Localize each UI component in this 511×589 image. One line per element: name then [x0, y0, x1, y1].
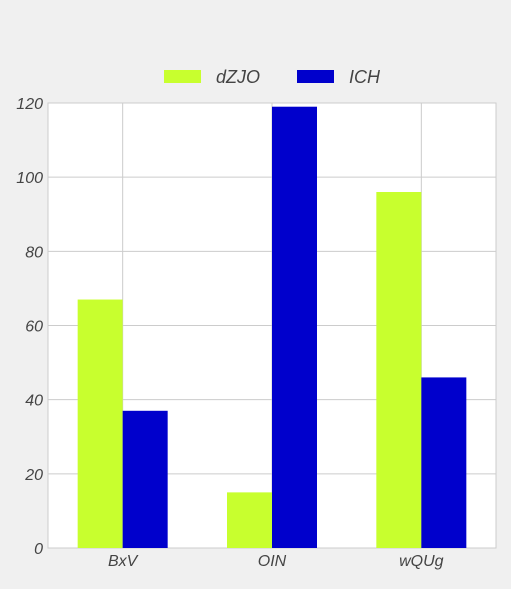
- bar-ICH-OIN: [272, 106, 317, 548]
- legend-label-dZJO: dZJO: [216, 67, 260, 87]
- y-axis-ticks: 0 20 40 60 80 100 120: [16, 96, 43, 558]
- y-tick-label: 120: [16, 96, 43, 113]
- y-tick-label: 100: [16, 170, 43, 187]
- y-tick-label: 20: [24, 467, 43, 484]
- bar-dZJO-OIN: [227, 492, 272, 548]
- bar-ICH-wQUg: [421, 377, 467, 548]
- x-tick-label: wQUg: [399, 553, 444, 570]
- bars: [77, 106, 467, 548]
- y-tick-label: 80: [25, 244, 43, 261]
- y-tick-label: 40: [25, 393, 43, 410]
- x-axis-ticks: BxV OIN wQUg: [108, 553, 444, 570]
- bar-ICH-BxV: [122, 410, 168, 548]
- y-tick-label: 0: [34, 541, 43, 558]
- bar-dZJO-BxV: [77, 299, 123, 548]
- legend: dZJO ICH: [164, 67, 381, 87]
- bar-dZJO-wQUg: [376, 192, 422, 548]
- legend-swatch-dZJO: [164, 70, 201, 83]
- legend-label-ICH: ICH: [349, 67, 381, 87]
- x-tick-label: OIN: [258, 553, 287, 570]
- legend-swatch-ICH: [297, 70, 334, 83]
- y-tick-label: 60: [25, 319, 43, 336]
- x-tick-label: BxV: [108, 553, 139, 570]
